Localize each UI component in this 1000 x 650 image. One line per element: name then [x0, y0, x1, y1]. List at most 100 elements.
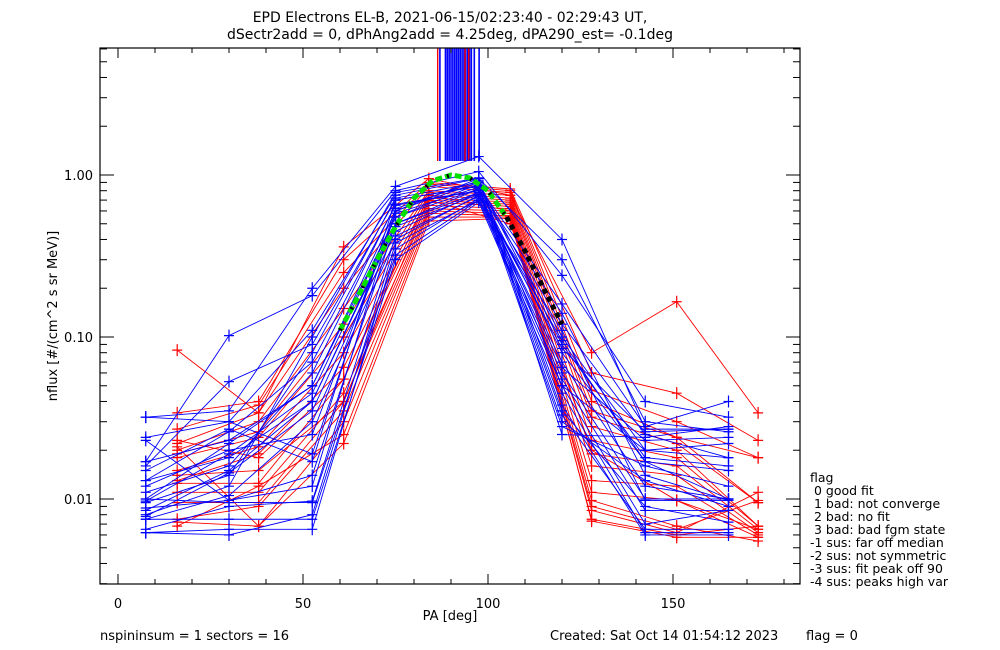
data-point-marker — [473, 188, 484, 201]
data-point-marker — [723, 523, 734, 536]
legend-item: 0 good fit — [810, 483, 874, 498]
data-point-marker — [640, 469, 651, 482]
series-line — [177, 190, 759, 503]
data-point-marker — [640, 494, 651, 507]
x-tick-label-50: 50 — [295, 597, 312, 612]
x-tick-label-0: 0 — [114, 597, 122, 612]
data-point-marker — [586, 459, 597, 472]
series-line — [145, 185, 729, 530]
data-point-marker — [253, 415, 264, 428]
data-point-marker — [140, 411, 151, 424]
data-point-marker — [307, 415, 318, 428]
footer-flag: flag = 0 — [806, 629, 858, 644]
data-point-marker — [723, 395, 734, 408]
series-line — [145, 186, 729, 507]
legend-item: -2 sus: not symmetric — [810, 548, 946, 563]
legend-item: 2 bad: no fit — [810, 509, 890, 524]
data-point-marker — [172, 434, 183, 447]
chart-title-line-1: EPD Electrons EL-B, 2021-06-15/02:23:40 … — [253, 10, 648, 26]
data-point-marker — [307, 508, 318, 521]
series-blue-13 — [140, 196, 734, 539]
legend-item: -3 sus: fit peak off 90 — [810, 561, 943, 576]
data-point-marker — [307, 346, 318, 359]
series-line — [145, 191, 729, 517]
data-point-marker — [753, 406, 764, 419]
series-blue-20 — [140, 171, 734, 521]
series-line — [145, 181, 729, 500]
fit-curve — [337, 172, 565, 332]
series-line — [145, 188, 729, 511]
series-line — [145, 185, 729, 467]
series-line — [177, 208, 759, 538]
series-blue-23 — [140, 194, 734, 541]
data-point-marker — [753, 434, 764, 447]
data-point-marker — [671, 295, 682, 308]
footer-nspininsum: nspininsum = 1 sectors = 16 — [100, 629, 289, 644]
series-line — [177, 183, 759, 459]
x-tick-label-100: 100 — [476, 597, 501, 612]
data-point-marker — [172, 344, 183, 357]
flag-legend: flag 0 good fit 1 bad: not converge 2 ba… — [810, 470, 949, 589]
data-point-marker — [140, 474, 151, 487]
fit-curve-black — [504, 215, 565, 326]
series-line — [145, 199, 729, 536]
data-point-marker — [307, 480, 318, 493]
plot-data-layer — [140, 48, 764, 548]
data-point-marker — [557, 253, 567, 266]
data-point-marker — [586, 444, 597, 457]
data-point-marker — [671, 387, 682, 400]
data-point-marker — [224, 423, 234, 436]
data-point-marker — [172, 406, 183, 419]
series-line — [145, 190, 729, 493]
series-line — [145, 194, 729, 520]
data-point-marker — [307, 379, 318, 392]
data-point-marker — [140, 501, 151, 514]
series-line — [145, 199, 729, 525]
data-point-marker — [224, 375, 234, 388]
series-line — [176, 217, 759, 536]
series-line — [177, 204, 759, 536]
data-point-marker — [640, 455, 651, 468]
series-red-13 — [172, 204, 764, 548]
series-blue-25 — [140, 188, 734, 487]
series-line — [145, 180, 729, 523]
data-point-marker — [723, 464, 734, 477]
data-point-marker — [307, 395, 318, 408]
data-point-marker — [253, 520, 264, 533]
y-tick-label-1: 1.00 — [64, 169, 93, 184]
data-point-marker — [390, 186, 401, 199]
data-point-marker — [224, 513, 234, 526]
data-point-marker — [338, 266, 349, 279]
data-point-marker — [307, 523, 318, 536]
data-point-marker — [224, 451, 234, 464]
y-axis-ticks — [100, 48, 800, 585]
data-point-marker — [753, 523, 764, 536]
data-point-marker — [307, 495, 318, 508]
data-point-marker — [140, 434, 151, 447]
data-point-marker — [224, 469, 234, 482]
series-line — [145, 195, 729, 530]
data-point-marker — [172, 520, 183, 533]
data-point-marker — [224, 500, 234, 513]
data-point-marker — [723, 494, 734, 507]
data-point-marker — [307, 455, 318, 468]
data-point-marker — [473, 150, 484, 163]
data-point-marker — [557, 361, 567, 374]
series-line — [177, 210, 759, 542]
data-point-marker — [338, 437, 349, 450]
y-tick-label-0.1: 0.10 — [64, 331, 93, 346]
legend-item: 1 bad: not converge — [810, 496, 940, 511]
data-point-marker — [671, 531, 682, 544]
footer-created: Created: Sat Oct 14 01:54:12 2023 — [550, 629, 778, 644]
legend-item: -1 sus: far off median — [810, 535, 944, 550]
data-point-marker — [640, 523, 651, 536]
data-point-marker — [723, 423, 734, 436]
data-point-marker — [307, 289, 318, 302]
data-point-marker — [640, 425, 651, 438]
data-point-marker — [557, 324, 567, 337]
series-line — [177, 199, 759, 530]
data-point-marker — [557, 269, 567, 282]
chart-title-line-2: dSectr2add = 0, dPhAng2add = 4.25deg, dP… — [227, 27, 673, 43]
data-point-marker — [140, 455, 151, 468]
x-axis-ticks — [117, 48, 785, 584]
